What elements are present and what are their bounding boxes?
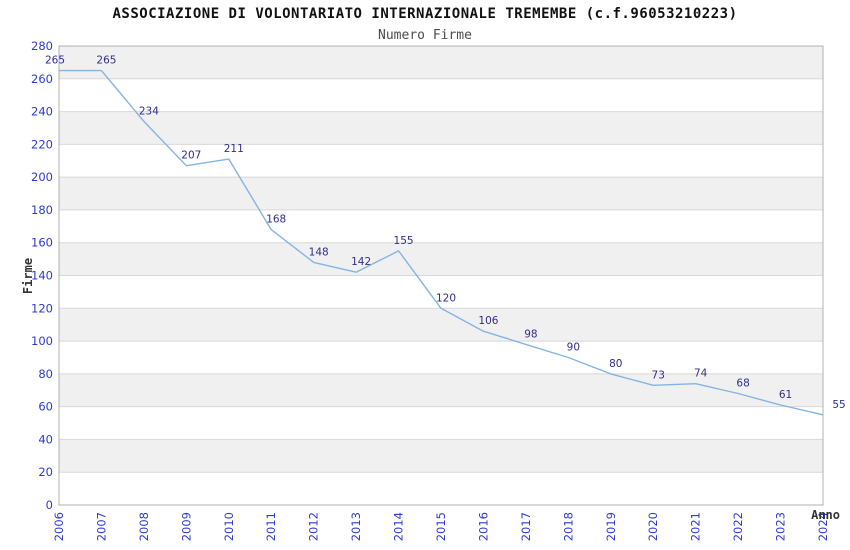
grid-band xyxy=(59,373,823,407)
y-tick-label: 280 xyxy=(31,39,53,53)
x-tick-label: 2023 xyxy=(774,512,788,541)
x-tick-label: 2021 xyxy=(689,512,703,541)
x-tick-label: 2009 xyxy=(179,512,193,541)
data-point-label: 265 xyxy=(45,55,65,67)
x-tick-label: 2007 xyxy=(94,512,108,541)
x-tick-label: 2019 xyxy=(604,512,618,541)
x-tick-label: 2011 xyxy=(264,512,278,541)
data-point-label: 74 xyxy=(694,368,708,380)
data-point-label: 148 xyxy=(309,246,329,258)
data-point-label: 106 xyxy=(478,315,498,327)
x-tick-label: 2020 xyxy=(646,512,660,541)
grid-band xyxy=(59,406,823,440)
y-tick-label: 60 xyxy=(38,400,53,414)
x-tick-label: 2012 xyxy=(307,512,321,541)
data-point-label: 234 xyxy=(139,105,159,117)
grid-band xyxy=(59,78,823,112)
data-point-label: 168 xyxy=(266,214,286,226)
data-point-label: 80 xyxy=(609,358,622,370)
data-point-label: 120 xyxy=(436,292,456,304)
chart-title: ASSOCIAZIONE DI VOLONTARIATO INTERNAZION… xyxy=(112,6,738,22)
x-tick-label: 2017 xyxy=(519,512,533,541)
x-tick-label: 2018 xyxy=(561,512,575,541)
grid-band xyxy=(59,242,823,276)
y-tick-label: 0 xyxy=(46,498,53,512)
y-tick-label: 180 xyxy=(31,203,53,217)
y-tick-label: 160 xyxy=(31,236,53,250)
data-point-label: 155 xyxy=(394,235,414,247)
y-tick-label: 220 xyxy=(31,137,53,151)
data-point-label: 61 xyxy=(779,389,792,401)
data-line xyxy=(59,69,824,416)
data-point-label: 90 xyxy=(567,341,580,353)
chart-subtitle: Numero Firme xyxy=(378,28,472,43)
data-point-label: 73 xyxy=(652,369,665,381)
x-tick-label: 2015 xyxy=(434,512,448,541)
y-tick-label: 120 xyxy=(31,301,53,315)
y-tick-label: 260 xyxy=(31,72,53,86)
x-tick-label: 2022 xyxy=(731,512,745,541)
grid-band xyxy=(59,46,823,79)
grid-band xyxy=(59,111,823,145)
grid-band xyxy=(59,209,823,243)
y-tick-label: 20 xyxy=(38,465,53,479)
x-tick-label: 2013 xyxy=(349,512,363,541)
grid-band xyxy=(59,341,823,374)
y-tick-label: 140 xyxy=(31,269,53,283)
x-tick-label: 2016 xyxy=(476,512,490,541)
x-tick-label: 2008 xyxy=(137,512,151,541)
grid-band xyxy=(59,308,823,342)
grid-band xyxy=(59,275,823,309)
data-point-label: 265 xyxy=(96,55,116,67)
plot-border xyxy=(58,45,824,506)
x-tick-label: 2010 xyxy=(222,512,236,541)
x-tick-label: 2024 xyxy=(816,512,830,541)
y-tick-label: 200 xyxy=(31,170,53,184)
data-point-label: 98 xyxy=(524,328,537,340)
y-tick-label: 80 xyxy=(38,367,53,381)
y-tick-label: 100 xyxy=(31,334,53,348)
grid-band xyxy=(59,144,823,178)
data-point-label: 207 xyxy=(181,150,201,162)
x-tick-label: 2014 xyxy=(392,512,406,541)
grid-band xyxy=(59,472,823,505)
y-tick-label: 240 xyxy=(31,105,53,119)
data-point-label: 55 xyxy=(832,399,845,411)
x-tick-label: 2006 xyxy=(52,512,66,541)
data-point-label: 142 xyxy=(351,256,371,268)
grid-band xyxy=(59,439,823,473)
grid-band xyxy=(59,177,823,210)
y-tick-label: 40 xyxy=(38,432,53,446)
x-axis-title: Anno xyxy=(811,508,840,522)
data-point-label: 68 xyxy=(736,378,749,390)
data-point-label: 211 xyxy=(224,143,244,155)
